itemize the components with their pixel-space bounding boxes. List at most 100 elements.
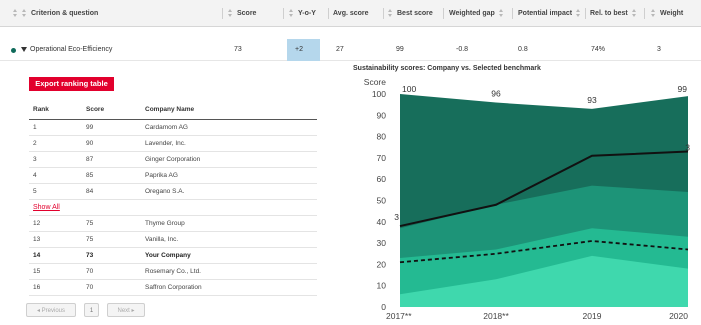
line-series-average: [399, 240, 689, 264]
data-label: 3: [685, 143, 690, 153]
header-avg-score-label: Avg. score: [333, 10, 369, 17]
sort-icon: [22, 9, 27, 18]
criterion-row[interactable]: Operational Eco-Efficiency 73 +2 27 99 -…: [0, 39, 701, 61]
line-series-company: [399, 150, 689, 228]
criterion-weight: 3: [657, 46, 661, 53]
y-tick-label: 30: [377, 238, 387, 248]
score-cell: 73: [86, 252, 94, 259]
sort-icon: [651, 9, 656, 18]
table-row: 15 70 Rosemary Co., Ltd.: [29, 264, 317, 280]
y-tick-label: 90: [377, 110, 387, 120]
divider: [585, 8, 586, 19]
data-label: 99: [678, 84, 688, 94]
company-name-cell: Your Company: [145, 252, 191, 259]
ranking-table: Rank Score Company Name 1 99 Cardamom AG 2 9…: [29, 100, 317, 296]
y-tick-label: 50: [377, 196, 387, 206]
company-name-cell: Ginger Corporation: [145, 156, 201, 163]
criterion-name: Operational Eco-Efficiency: [30, 46, 113, 53]
score-cell: 99: [86, 124, 94, 131]
x-tick-label: 2020: [669, 311, 688, 321]
rank-cell: 13: [33, 236, 41, 243]
table-row: 1 99 Cardamom AG: [29, 120, 317, 136]
header-weighted-gap[interactable]: Weighted gap: [449, 0, 508, 27]
previous-label: Previous: [41, 308, 66, 314]
criterion-rel-to-best: 74%: [591, 46, 606, 53]
company-name-cell: Lavender, Inc.: [145, 140, 186, 147]
page-number-button[interactable]: 1: [84, 303, 99, 317]
rank-cell: 16: [33, 284, 41, 291]
criterion-potential-impact: 0.8: [518, 46, 528, 53]
next-page-button[interactable]: Next ▸: [107, 303, 145, 317]
table-row: 16 70 Saffron Corporation: [29, 280, 317, 296]
header-yoy[interactable]: Y-o-Y: [289, 0, 316, 27]
x-tick-label: 2017**: [386, 311, 412, 321]
sort-icon: [13, 9, 18, 18]
y-tick-label: 80: [377, 132, 387, 142]
table-row: 3 87 Ginger Corporation: [29, 152, 317, 168]
header-rel-to-best[interactable]: Rel. to best: [590, 0, 641, 27]
criterion-score: 73: [234, 46, 242, 53]
x-tick-label: 2018**: [483, 311, 509, 321]
header-criterion[interactable]: Criterion & question: [13, 0, 98, 27]
header-weight-label: Weight: [660, 10, 684, 17]
divider: [383, 8, 384, 19]
sort-icon: [498, 9, 504, 18]
y-tick-label: 60: [377, 174, 387, 184]
score-cell: 75: [86, 220, 94, 227]
score-cell: 87: [86, 156, 94, 163]
ranking-top-rows: 1 99 Cardamom AG 2 90 Lavender, Inc. 3 87 Ginger…: [29, 120, 317, 200]
data-label: 100: [402, 84, 416, 94]
status-dot-icon: [11, 48, 16, 53]
rank-cell: 5: [33, 188, 37, 195]
header-rank: Rank: [33, 106, 49, 113]
company-name-cell: Rosemary Co., Ltd.: [145, 268, 201, 275]
ranking-bottom-rows: 12 75 Thyme Group 13 75 Vanilla, Inc. 14 73 Your…: [29, 216, 317, 296]
table-row: 4 85 Paprika AG: [29, 168, 317, 184]
y-axis-label: Score: [364, 77, 386, 87]
divider: [283, 8, 284, 19]
header-score[interactable]: Score: [228, 0, 256, 27]
score-cell: 75: [86, 236, 94, 243]
score-cell: 85: [86, 172, 94, 179]
table-row: 12 75 Thyme Group: [29, 216, 317, 232]
score-cell: 70: [86, 284, 94, 291]
score-cell: 70: [86, 268, 94, 275]
score-cell: 84: [86, 188, 94, 195]
data-label: 3: [394, 212, 399, 222]
show-all-link[interactable]: Show All: [29, 200, 317, 216]
rank-cell: 4: [33, 172, 37, 179]
rank-cell: 2: [33, 140, 37, 147]
header-yoy-label: Y-o-Y: [298, 10, 316, 17]
expand-triangle-icon[interactable]: [21, 47, 27, 52]
rank-cell: 15: [33, 268, 41, 275]
export-ranking-button[interactable]: Export ranking table: [29, 77, 114, 91]
data-label: 96: [491, 89, 501, 99]
divider: [512, 8, 513, 19]
sort-icon: [631, 9, 637, 18]
previous-page-button[interactable]: ◂ Previous: [26, 303, 76, 317]
header-score-label: Score: [237, 10, 257, 17]
yoy-highlight: [287, 39, 320, 61]
header-avg-score[interactable]: Avg. score: [333, 0, 369, 27]
data-label: 93: [587, 95, 597, 105]
ranking-table-header: Rank Score Company Name: [29, 100, 317, 120]
header-company-name: Company Name: [145, 106, 195, 113]
rank-cell: 12: [33, 220, 41, 227]
header-potential-impact-label: Potential impact: [518, 10, 573, 17]
sort-icon: [576, 9, 581, 18]
company-name-cell: Oregano S.A.: [145, 188, 185, 195]
company-name-cell: Vanilla, Inc.: [145, 236, 179, 243]
header-best-score[interactable]: Best score: [388, 0, 433, 27]
x-tick-label: 2019: [583, 311, 602, 321]
chart-title: Sustainability scores: Company vs. Selec…: [353, 65, 541, 72]
y-tick-label: 100: [372, 89, 386, 99]
header-potential-impact[interactable]: Potential impact: [518, 0, 585, 27]
sustainability-chart: 0 10 20 30 40 50 60 70 80 90 100 Score 2017** 2018** 2…: [364, 77, 690, 321]
header-weight[interactable]: Weight: [651, 0, 683, 27]
rank-cell: 14: [33, 252, 41, 259]
divider: [644, 8, 645, 19]
area-band-min: [400, 255, 688, 307]
criterion-avg-score: 27: [336, 46, 344, 53]
criterion-weighted-gap: -0.8: [456, 46, 469, 53]
header-weighted-gap-label: Weighted gap: [449, 10, 495, 17]
